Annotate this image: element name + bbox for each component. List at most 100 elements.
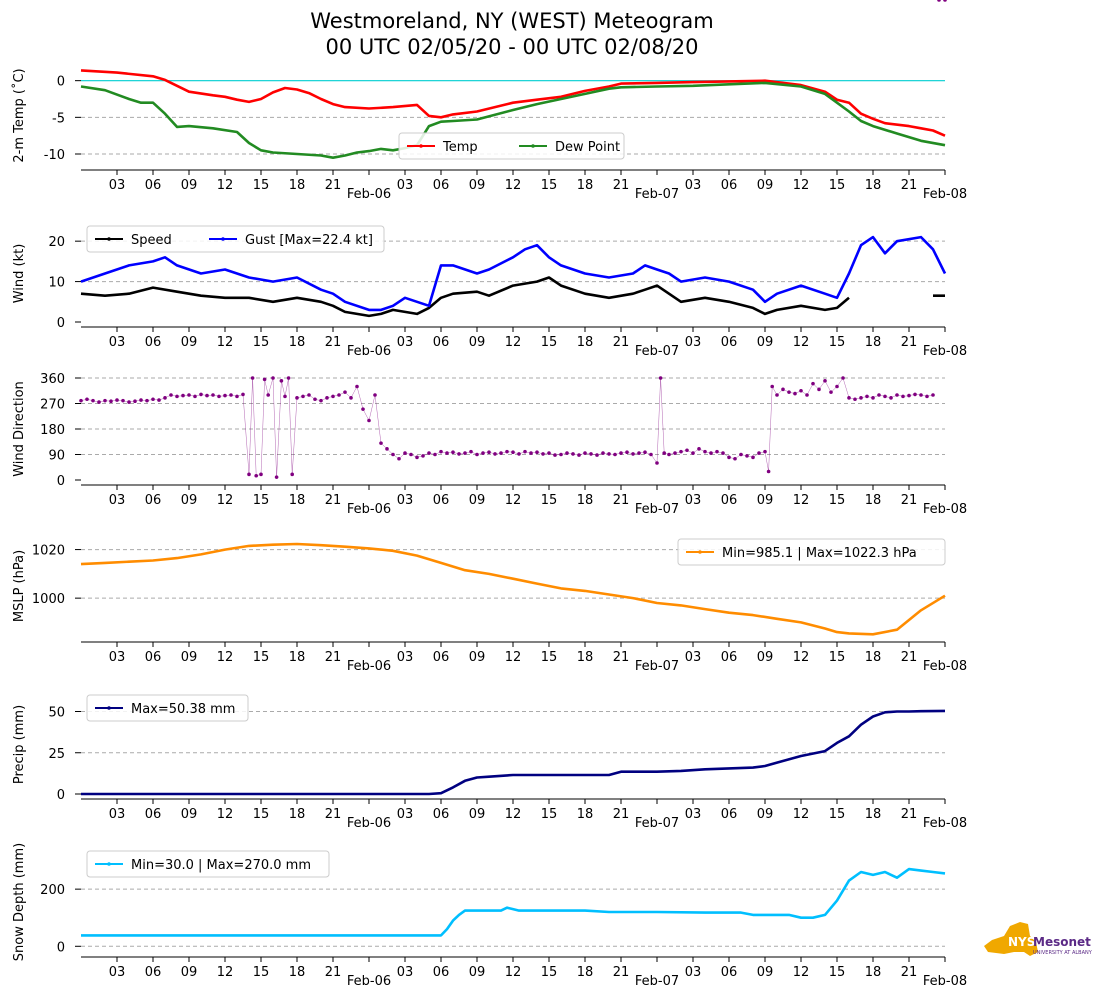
temp-legend-frame [398, 132, 625, 160]
snow-x-tick-label: 15 [829, 965, 846, 980]
mslp-series-min=985.1 [80, 542, 946, 636]
precip-x-tick-label: 21 [325, 807, 342, 822]
wind-direction-point [619, 451, 623, 455]
wind-x-tick-label: 03 [685, 335, 702, 350]
wind-direction-point [919, 393, 923, 397]
snow-x-tick-label: 06 [721, 965, 738, 980]
panel-wdir: 03 06 09 12 15 18 21 Feb-06 03 06 09 12 15 18 21 Feb-07… [12, 0, 967, 517]
wind-direction-point [355, 384, 359, 389]
wind-direction-point [223, 393, 227, 398]
wind-direction-point [409, 452, 413, 457]
wind-direction-point [163, 396, 167, 400]
wind-direction-point [847, 396, 851, 400]
wind-direction-point [361, 407, 365, 411]
wind-direction-point [541, 452, 545, 456]
logo-text-mesonet: Mesonet [1033, 935, 1091, 949]
wind-direction-point [793, 391, 797, 396]
wind-direction-point [397, 456, 401, 461]
wind-x-tick-label: Feb-08 [923, 344, 967, 359]
precip-x-tick-label: 18 [289, 807, 306, 822]
wind-direction-point [211, 393, 215, 397]
wind-direction-point [193, 394, 197, 399]
wind-direction-point [250, 376, 255, 380]
wind-direction-point [643, 450, 647, 455]
wind-direction-point [79, 398, 83, 403]
mslp-x-tick-label: 15 [829, 650, 846, 665]
wind-direction-point [475, 452, 479, 457]
snow-x-tick-label: 15 [541, 965, 558, 980]
temp-x-tick-label: Feb-06 [347, 187, 391, 202]
wind-x-tick-label: 09 [469, 335, 486, 350]
mslp-x-tick-label: 12 [505, 650, 522, 665]
wind-direction-point [295, 396, 299, 400]
wind-direction-point [463, 451, 467, 455]
wind-direction-point [697, 447, 701, 451]
mslp-x-tick-label: 12 [793, 650, 810, 665]
mslp-y-axis-label: MSLP (hPa) [12, 550, 27, 622]
wind-direction-point [271, 376, 275, 380]
temp-x-tick-label: 15 [253, 178, 270, 193]
wind-direction-point [325, 396, 329, 400]
panel-precip: 03 06 09 12 15 18 21 Feb-06 03 06 09 12 15 18 21 Feb-07… [12, 694, 967, 831]
snow-x-tick-label: 09 [757, 965, 774, 980]
wdir-x-tick-label: 09 [181, 493, 198, 508]
wind-direction-point [187, 393, 191, 397]
temp-x-tick-label: 12 [505, 178, 522, 193]
temp-x-tick-label: 03 [109, 178, 126, 193]
wind-direction-point [259, 472, 263, 477]
wind-x-tick-label: 12 [793, 335, 810, 350]
wdir-x-tick-label: 12 [217, 493, 234, 508]
wind-direction-point [274, 475, 279, 479]
mslp-x-tick-label: 21 [613, 650, 630, 665]
wind-direction-point [307, 393, 311, 397]
wind-series-gust [80, 235, 947, 312]
wind-direction-point [229, 393, 233, 397]
wind-direction-point [523, 449, 527, 454]
wind-direction-point [613, 452, 617, 457]
precip-x-tick-label: 03 [397, 807, 414, 822]
wind-direction-point [859, 396, 863, 400]
wind-legend-marker [221, 237, 225, 241]
wind-x-tick-label: 18 [577, 335, 594, 350]
wdir-y-tick-label: 0 [57, 474, 65, 489]
wind-direction-point [157, 398, 161, 402]
wind-x-tick-label: 18 [865, 335, 882, 350]
wind-direction-point [337, 393, 341, 397]
wind-direction-point [331, 394, 335, 399]
wind-direction-point [811, 381, 815, 386]
wind-direction-point [925, 394, 929, 399]
mslp-x-tick-label: 18 [865, 650, 882, 665]
wind-direction-point [91, 398, 95, 403]
wdir-x-tick-label: 15 [541, 493, 558, 508]
snow-x-tick-label: 21 [901, 965, 918, 980]
precip-x-tick-label: 18 [577, 807, 594, 822]
wind-direction-point [415, 455, 419, 460]
wind-direction-point [175, 394, 179, 399]
wind-direction-point [379, 441, 383, 445]
wind-direction-point [493, 452, 497, 456]
precip-y-axis-label: Precip (mm) [12, 705, 27, 784]
wind-direction-point [109, 399, 113, 404]
mslp-x-tick-label: 21 [325, 650, 342, 665]
wind-x-tick-label: 03 [109, 335, 126, 350]
wind-direction-point [127, 400, 131, 404]
snow-x-tick-label: 18 [289, 965, 306, 980]
wind-direction-point [97, 400, 101, 404]
mslp-x-tick-label: 15 [253, 650, 270, 665]
wind-direction-point [283, 394, 287, 399]
wind-direction-point [901, 394, 905, 399]
temp-x-tick-label: Feb-07 [635, 187, 679, 202]
wind-direction-point [781, 387, 785, 392]
wind-direction-point [427, 451, 431, 455]
temp-x-tick-label: 15 [541, 178, 558, 193]
panel-mslp: 03 06 09 12 15 18 21 Feb-06 03 06 09 12 15 18 21 Feb-07… [12, 538, 967, 674]
precip-x-tick-label: 03 [109, 807, 126, 822]
precip-x-tick-label: 15 [253, 807, 270, 822]
wind-direction-point [103, 398, 107, 403]
wind-direction-point [913, 392, 917, 397]
wind-direction-point [799, 388, 803, 393]
mslp-x-tick-label: 03 [685, 650, 702, 665]
temp-x-tick-label: 09 [181, 178, 198, 193]
wind-direction-point [943, 0, 947, 2]
